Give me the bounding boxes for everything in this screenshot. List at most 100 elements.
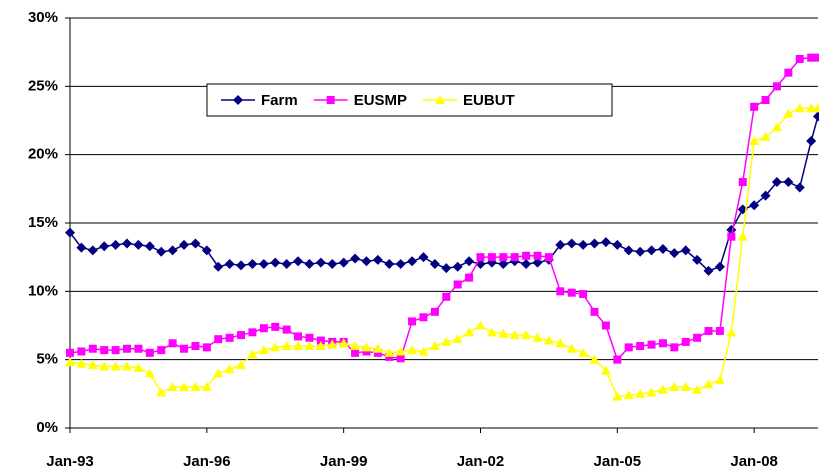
marker [680, 382, 691, 391]
marker [441, 336, 452, 346]
marker [87, 245, 98, 256]
y-tick-label: 0% [36, 419, 58, 436]
marker [783, 177, 794, 187]
marker [271, 322, 280, 331]
marker [600, 237, 611, 248]
marker [510, 253, 519, 262]
marker [714, 261, 725, 272]
x-tick-label: Jan-08 [730, 453, 778, 470]
marker [373, 348, 382, 357]
marker [304, 341, 315, 350]
marker [670, 343, 679, 352]
marker [316, 336, 325, 345]
marker [100, 346, 109, 355]
marker [408, 317, 417, 326]
marker [305, 333, 314, 342]
marker [555, 239, 566, 250]
marker [407, 256, 418, 267]
marker [65, 227, 75, 238]
marker [806, 103, 817, 113]
marker [395, 346, 406, 356]
marker [430, 307, 439, 316]
marker [813, 111, 819, 122]
marker [110, 239, 121, 250]
marker [499, 253, 508, 262]
marker [693, 333, 702, 342]
marker [612, 391, 623, 401]
marker [180, 344, 189, 353]
marker [657, 243, 668, 254]
marker [589, 354, 600, 364]
marker [315, 257, 326, 268]
marker [704, 326, 713, 335]
marker [133, 362, 144, 372]
x-tick-label: Jan-02 [457, 453, 505, 470]
marker [385, 352, 394, 361]
marker [419, 313, 428, 322]
marker [362, 347, 371, 356]
marker [167, 382, 178, 391]
marker [99, 361, 110, 371]
marker [509, 330, 520, 340]
marker [236, 360, 247, 370]
marker [201, 245, 212, 256]
marker [350, 341, 361, 350]
marker [429, 341, 440, 350]
marker [749, 200, 760, 211]
marker [635, 388, 646, 398]
marker [533, 251, 542, 260]
legend-label: EUBUT [463, 92, 515, 109]
marker [134, 344, 143, 353]
marker [635, 246, 646, 257]
marker [384, 347, 395, 357]
marker [99, 241, 110, 252]
marker [692, 254, 703, 265]
marker [807, 53, 816, 62]
marker [783, 108, 794, 118]
marker [281, 341, 292, 350]
marker [179, 239, 190, 250]
marker [156, 387, 167, 397]
marker [760, 190, 771, 201]
marker [646, 245, 657, 256]
marker [727, 232, 736, 241]
marker [814, 53, 819, 62]
x-tick-label: Jan-05 [594, 453, 642, 470]
marker [806, 136, 817, 146]
marker [361, 342, 372, 352]
marker [224, 364, 235, 374]
marker [771, 177, 782, 187]
x-tick-label: Jan-99 [320, 453, 368, 470]
marker [133, 239, 144, 250]
marker [498, 259, 509, 269]
marker [760, 131, 771, 141]
marker [715, 326, 724, 335]
marker [544, 253, 553, 262]
marker [110, 361, 121, 371]
marker [612, 239, 623, 250]
marker [703, 379, 714, 389]
marker [144, 241, 155, 252]
marker [66, 348, 74, 357]
marker [452, 261, 463, 272]
marker [623, 245, 634, 256]
marker [145, 348, 154, 357]
y-tick-label: 30% [28, 9, 58, 26]
marker [395, 259, 406, 269]
marker [578, 347, 589, 357]
marker [293, 256, 304, 267]
marker [88, 344, 97, 353]
marker [441, 263, 452, 274]
marker [327, 259, 338, 269]
marker [304, 259, 315, 269]
marker [556, 287, 565, 296]
marker [521, 330, 532, 340]
marker [794, 182, 805, 193]
marker [498, 328, 509, 338]
marker [225, 333, 234, 342]
marker [350, 253, 361, 264]
marker [168, 339, 177, 348]
marker [396, 354, 405, 363]
marker [636, 342, 645, 350]
marker [258, 345, 269, 355]
